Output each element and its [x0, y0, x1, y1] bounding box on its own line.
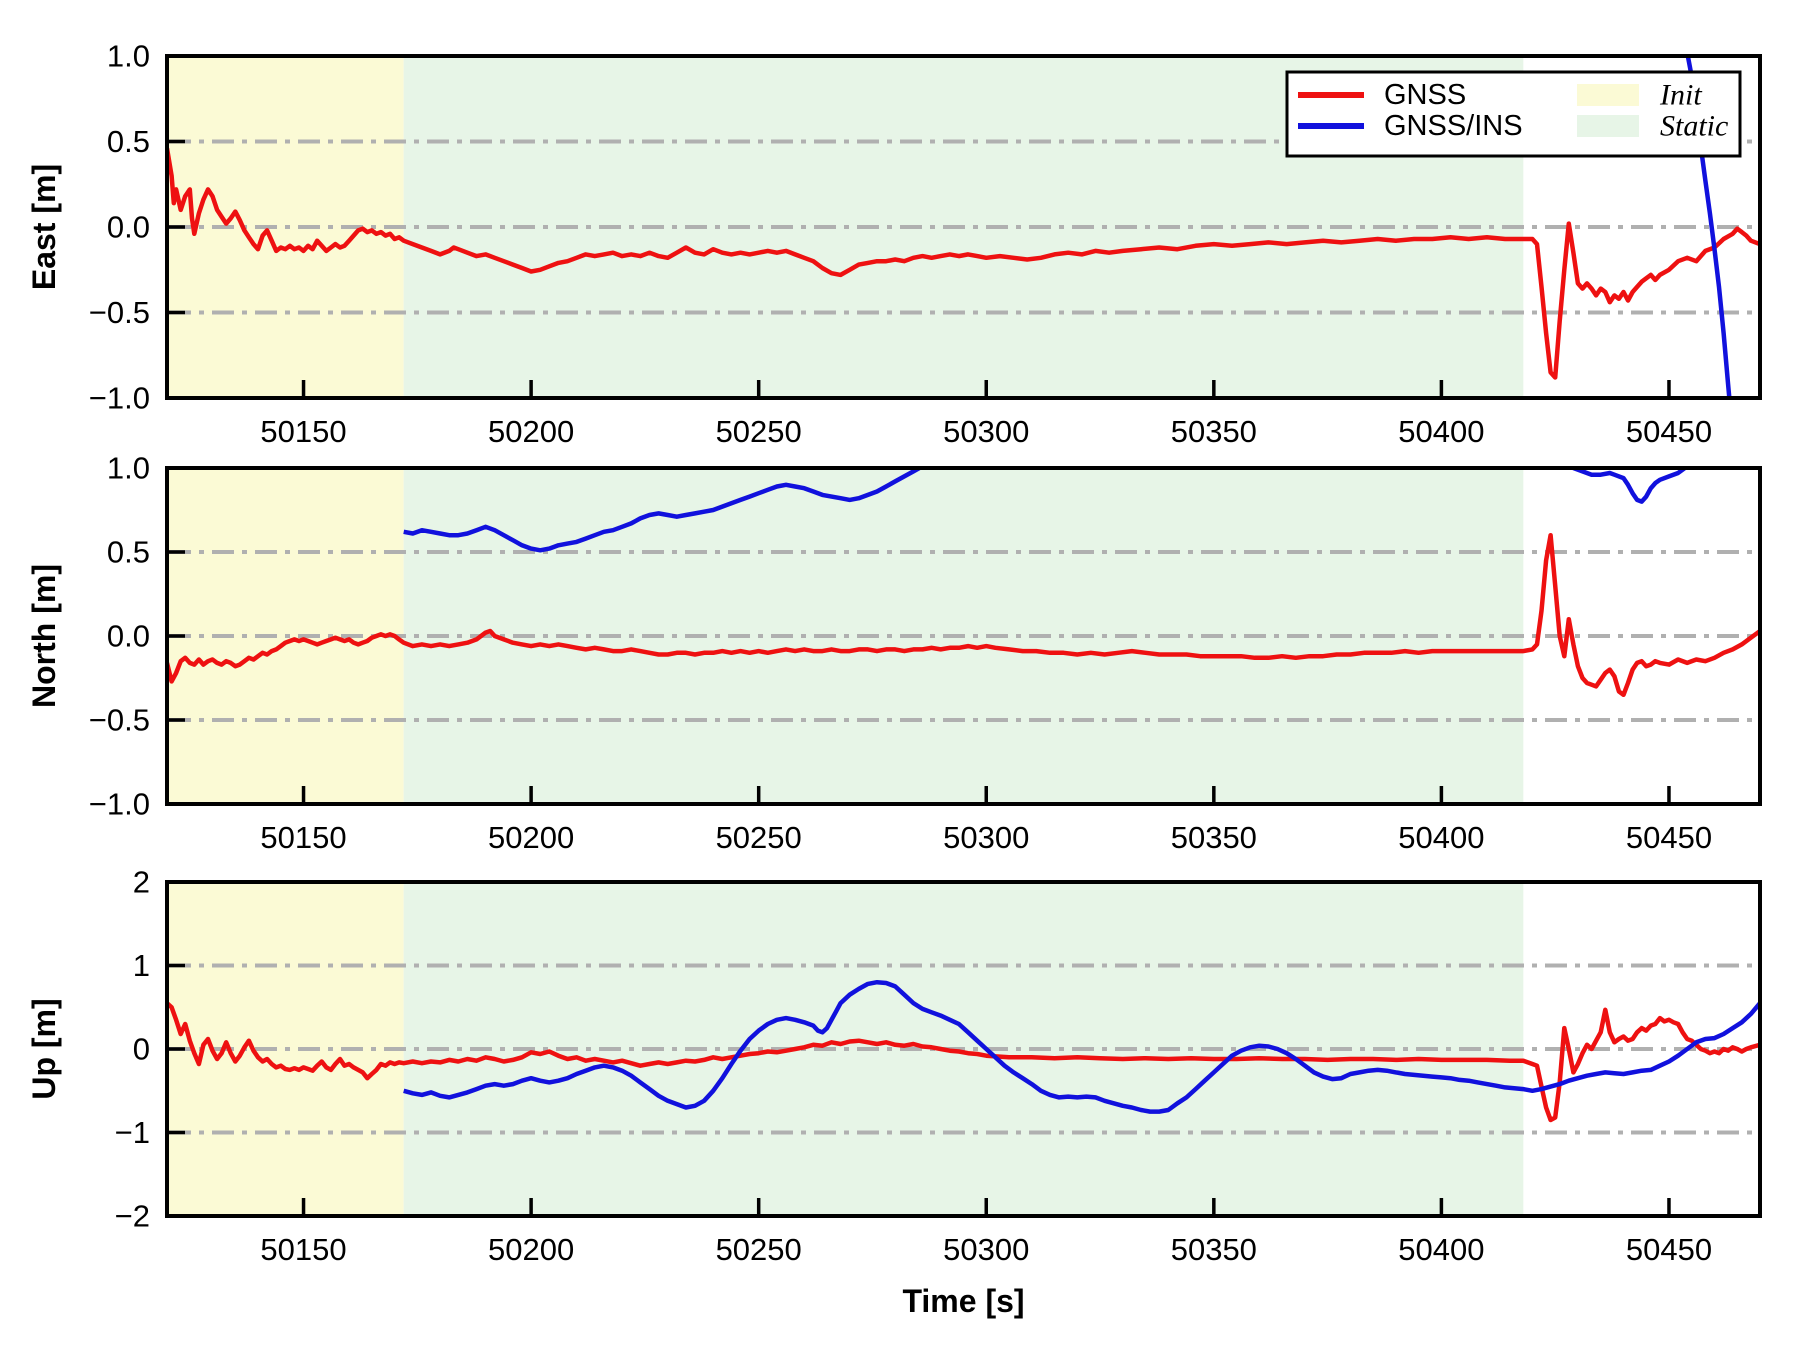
y-axis-label: Up [m]	[26, 998, 62, 1099]
x-tick-label: 50400	[1398, 820, 1484, 855]
y-tick-label: −0.5	[89, 295, 150, 330]
legend-static-swatch	[1577, 115, 1639, 137]
y-tick-label: −2	[115, 1199, 150, 1234]
y-tick-label: −1.0	[89, 787, 150, 822]
y-tick-label: 2	[133, 865, 150, 900]
y-tick-label: −0.5	[89, 703, 150, 738]
legend-label-init: Init	[1659, 79, 1702, 112]
y-axis-label: East [m]	[26, 164, 62, 290]
y-tick-label: 0.5	[107, 535, 150, 570]
y-tick-label: 1.0	[107, 39, 150, 74]
gnss-ins-line	[1570, 468, 1689, 504]
x-tick-label: 50400	[1398, 414, 1484, 449]
plot-border	[165, 880, 1762, 1218]
plot-border	[165, 466, 1762, 806]
y-tick-label: 0.5	[107, 124, 150, 159]
subplot-north: 50150 50200 50250 50300 50350 50400 50450 1.0 0.…	[26, 451, 1762, 855]
x-tick-label: 50450	[1626, 414, 1712, 449]
y-axis-label: North [m]	[26, 564, 62, 708]
y-tick-label: 0	[133, 1032, 150, 1067]
gnss-line	[167, 147, 1760, 380]
series-group	[167, 468, 1760, 698]
y-tick-label: −1	[115, 1115, 150, 1150]
x-tick-label: 50150	[260, 414, 346, 449]
x-tick-label: 50150	[260, 820, 346, 855]
legend-init-swatch	[1577, 84, 1639, 106]
x-tick-label: 50300	[943, 820, 1029, 855]
x-tick-label: 50250	[716, 414, 802, 449]
legend-box	[1285, 70, 1742, 158]
x-tick-label: 50200	[488, 820, 574, 855]
y-tick-label: 0.0	[107, 619, 150, 654]
legend-label-gnss: GNSS	[1384, 79, 1466, 111]
y-tick-label: 1.0	[107, 451, 150, 486]
x-tick-label: 50300	[943, 414, 1029, 449]
y-tick-label: 1	[133, 948, 150, 983]
x-tick-label: 50250	[716, 820, 802, 855]
legend-label-static: Static	[1660, 110, 1728, 143]
gnss-line	[167, 532, 1760, 698]
x-tick-label: 50400	[1398, 1232, 1484, 1267]
x-tick-label: 50300	[943, 1232, 1029, 1267]
y-tick-label: −1.0	[89, 381, 150, 416]
x-tick-label: 50450	[1626, 1232, 1712, 1267]
series-group	[167, 979, 1760, 1123]
x-tick-label: 50350	[1171, 414, 1257, 449]
x-tick-label: 50450	[1626, 820, 1712, 855]
x-tick-label: 50350	[1171, 1232, 1257, 1267]
gnss-ins-line	[403, 979, 1760, 1114]
x-tick-label: 50350	[1171, 820, 1257, 855]
x-tick-label: 50200	[488, 414, 574, 449]
subplot-up: 50150 50200 50250 50300 50350 50400 50450 2 1 0 −1…	[26, 865, 1762, 1267]
x-axis-label: Time [s]	[902, 1283, 1024, 1319]
x-tick-label: 50200	[488, 1232, 574, 1267]
legend-label-gnss-ins: GNSS/INS	[1384, 110, 1523, 142]
y-tick-label: 0.0	[107, 210, 150, 245]
gnss-ins-line	[403, 468, 924, 553]
x-tick-label: 50150	[260, 1232, 346, 1267]
gnss-line	[167, 1001, 1760, 1123]
plot-border	[165, 54, 1762, 400]
x-tick-label: 50250	[716, 1232, 802, 1267]
